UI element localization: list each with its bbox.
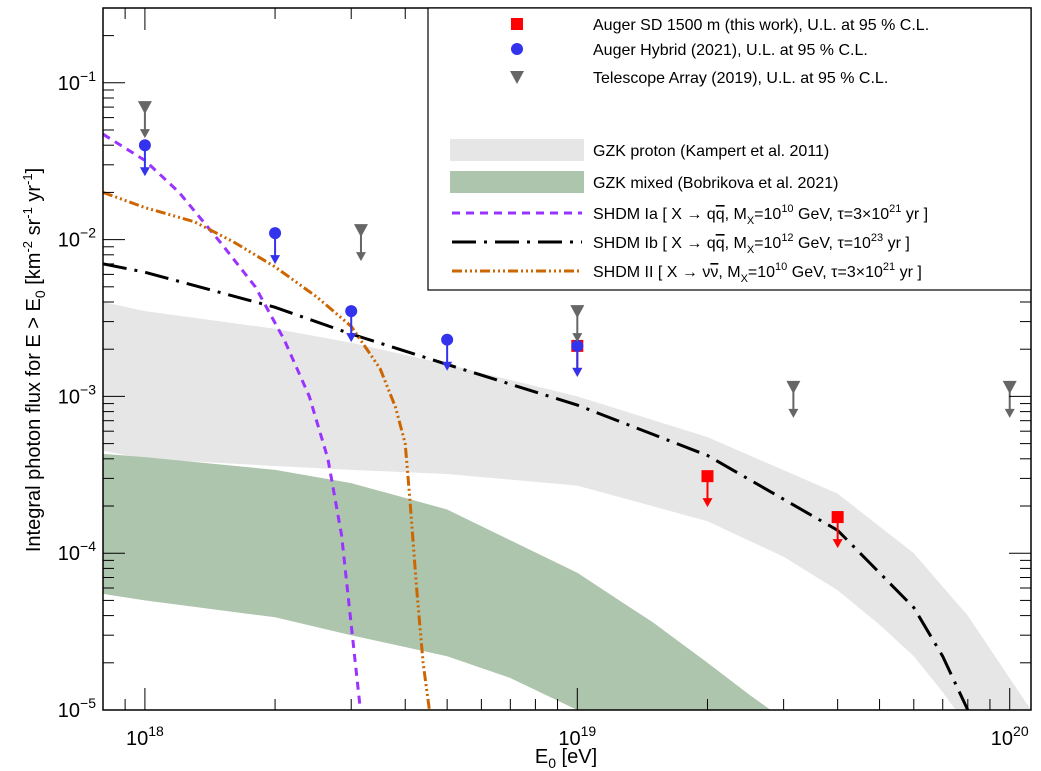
upper-limit-arrowhead	[346, 333, 357, 343]
legend-label: Auger Hybrid (2021), U.L. at 95 % C.L.	[593, 42, 868, 59]
upper-limit-arrowhead	[139, 129, 150, 139]
legend-label: SHDM Ib [ X → qq, MX=1012 GeV, τ=1023 yr…	[593, 232, 910, 256]
y-tick-label-5: 10−5	[58, 695, 96, 722]
band-gzk-proton-kampert-et-al-2011	[103, 302, 1031, 710]
band-gzk-mixed-bobrikova-et-al-2021	[103, 453, 771, 710]
y-tick-label-3: 10−3	[58, 381, 96, 408]
upper-limit-arrowhead	[788, 408, 799, 418]
marker-circle	[571, 339, 584, 352]
legend-entry-3: GZK proton (Kampert et al. 2011)	[450, 139, 829, 161]
legend-band-swatch	[450, 171, 584, 193]
legend-label: Telescope Array (2019), U.L. at 95 % C.L…	[593, 70, 888, 87]
upper-limit-arrowhead	[832, 539, 843, 549]
legend-entry-7: SHDM II [ X → νν, MX=1010 GeV, τ=3×1021 …	[452, 261, 922, 285]
upper-limit-arrowhead	[702, 498, 713, 508]
upper-limit-triangle-down-4	[1002, 380, 1017, 418]
upper-limit-circle-4	[571, 339, 584, 377]
legend-entry-4: GZK mixed (Bobrikova et al. 2021)	[450, 171, 838, 193]
legend-marker-triangle-down	[510, 71, 524, 84]
upper-limit-circle-0	[138, 139, 151, 177]
legend-entry-1: Auger Hybrid (2021), U.L. at 95 % C.L.	[511, 42, 868, 59]
line-series-6	[103, 262, 970, 710]
legend-marker-circle	[511, 43, 523, 55]
marker-triangle-down	[137, 101, 152, 115]
upper-limit-circle-3	[441, 333, 454, 371]
legend-entry-2: Telescope Array (2019), U.L. at 95 % C.L…	[510, 70, 888, 87]
x-tick-label-19: 1019	[558, 723, 596, 750]
y-tick-label-2: 10−2	[58, 225, 96, 252]
legend-marker-square	[511, 18, 523, 30]
marker-triangle-down	[786, 380, 801, 394]
legend-label: GZK proton (Kampert et al. 2011)	[593, 143, 829, 160]
y-tick-label-1: 10−1	[58, 68, 96, 95]
upper-limit-arrowhead	[1004, 408, 1015, 418]
upper-limit-triangle-down-1	[353, 224, 368, 262]
tick-labels-layer: 1018 1019 1020 10−5 10−4 10−3 10−2 10−1	[58, 68, 1029, 750]
marker-triangle-down	[570, 305, 585, 319]
marker-circle	[138, 139, 151, 152]
marker-circle	[441, 333, 454, 346]
upper-limit-triangle-down-2	[570, 305, 585, 343]
line-series-7	[103, 190, 431, 710]
marker-square	[831, 511, 844, 524]
upper-limit-arrowhead	[442, 361, 453, 371]
marker-square	[701, 470, 714, 483]
marker-triangle-down	[1002, 380, 1017, 394]
ticks-layer	[102, 8, 1031, 711]
marker-circle	[269, 227, 282, 240]
bands-layer	[103, 302, 1031, 710]
marker-triangle-down	[353, 224, 368, 238]
upper-limit-square-1	[701, 470, 714, 508]
upper-limit-arrowhead	[270, 255, 281, 265]
upper-limit-triangle-down-0	[137, 101, 152, 139]
upper-limit-triangle-down-3	[786, 380, 801, 418]
upper-limit-arrowhead	[355, 252, 366, 262]
upper-limit-circle-2	[345, 305, 358, 343]
x-axis-title: E0 [eV]	[535, 746, 597, 771]
x-tick-label-20: 1020	[991, 723, 1029, 750]
legend-label: GZK mixed (Bobrikova et al. 2021)	[593, 175, 838, 192]
legend-label: SHDM Ia [ X → qq, MX=1010 GeV, τ=3×1021 …	[593, 203, 928, 227]
legend-band-swatch	[450, 139, 584, 161]
legend-entry-6: SHDM Ib [ X → qq, MX=1012 GeV, τ=1023 yr…	[452, 232, 910, 256]
upper-limit-arrowhead	[139, 167, 150, 177]
legend: Auger SD 1500 m (this work), U.L. at 95 …	[427, 7, 1032, 291]
y-axis-title: Integral photon flux for E > E0 [km-2 sr…	[20, 168, 48, 552]
legend-label: SHDM II [ X → νν, MX=1010 GeV, τ=3×1021 …	[593, 261, 922, 285]
upper-limit-arrowhead	[572, 367, 583, 377]
y-tick-label-4: 10−4	[58, 538, 96, 565]
lines-layer	[103, 132, 970, 710]
legend-entry-5: SHDM Ia [ X → qq, MX=1010 GeV, τ=3×1021 …	[452, 203, 928, 227]
upper-limit-square-2	[831, 511, 844, 549]
legend-label: Auger SD 1500 m (this work), U.L. at 95 …	[593, 17, 929, 34]
x-tick-label-18: 1018	[126, 723, 164, 750]
upper-limit-circle-1	[269, 227, 282, 265]
legend-entry-0: Auger SD 1500 m (this work), U.L. at 95 …	[511, 17, 929, 34]
upper-limit-arrowhead	[572, 333, 583, 343]
marker-circle	[345, 305, 358, 318]
points-layer	[137, 101, 1017, 549]
